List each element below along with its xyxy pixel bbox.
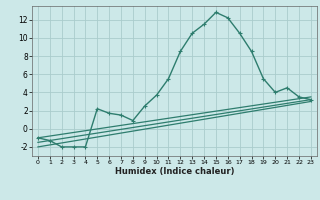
X-axis label: Humidex (Indice chaleur): Humidex (Indice chaleur) — [115, 167, 234, 176]
